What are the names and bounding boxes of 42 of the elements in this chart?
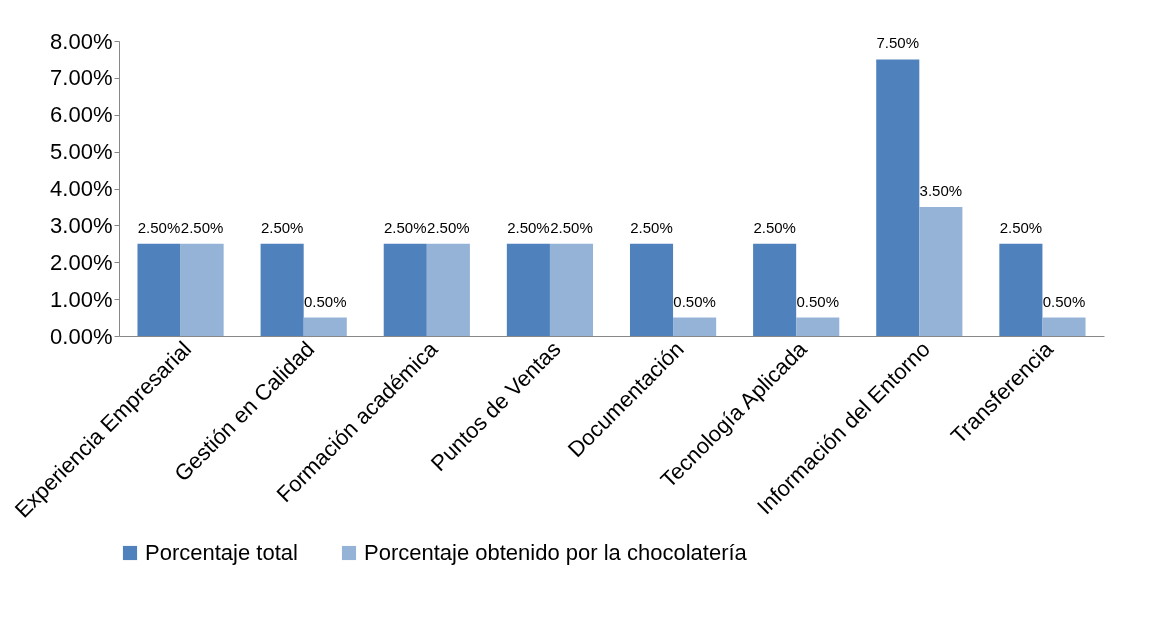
bar [260, 243, 304, 336]
data-label: 0.50% [673, 292, 716, 310]
data-label: 2.50% [180, 218, 224, 236]
data-label: 2.50% [753, 218, 796, 236]
data-label: 0.50% [303, 292, 347, 310]
bar [919, 206, 963, 336]
data-label: 7.50% [876, 34, 920, 52]
data-label: 2.50% [260, 218, 304, 236]
y-tick-label: 2.00% [50, 249, 113, 275]
bar [796, 317, 840, 336]
y-tick-label: 6.00% [50, 102, 113, 128]
y-tick-label: 4.00% [50, 176, 113, 201]
y-tick-label: 5.00% [50, 139, 113, 165]
data-label: 2.50% [383, 218, 427, 236]
data-label: 0.50% [1042, 292, 1086, 310]
y-tick-label: 1.00% [50, 286, 113, 312]
bar [876, 59, 920, 336]
data-label: 2.50% [427, 218, 470, 236]
bar [549, 243, 594, 336]
bar [426, 243, 470, 336]
data-label: 2.50% [630, 218, 673, 236]
data-label: 2.50% [550, 218, 593, 236]
bar [673, 317, 717, 336]
bar [1042, 317, 1086, 336]
data-label: 0.50% [796, 292, 840, 310]
bar [999, 243, 1043, 336]
bar [383, 243, 427, 336]
bar [506, 243, 550, 336]
bar [629, 243, 674, 336]
data-label: 2.50% [137, 218, 181, 236]
y-tick-label: 7.00% [50, 65, 113, 91]
y-tick-label: 8.00% [50, 28, 113, 54]
bar [753, 243, 797, 336]
bar [137, 243, 181, 336]
data-label: 2.50% [507, 218, 550, 236]
bar [180, 243, 224, 336]
data-label: 3.50% [919, 181, 963, 199]
legend-label: Porcentaje total [145, 540, 298, 565]
y-tick-label: 3.00% [50, 212, 113, 238]
bar [303, 317, 347, 336]
legend-label: Porcentaje obtenido por la chocolatería [364, 540, 748, 565]
data-label: 2.50% [999, 218, 1043, 236]
